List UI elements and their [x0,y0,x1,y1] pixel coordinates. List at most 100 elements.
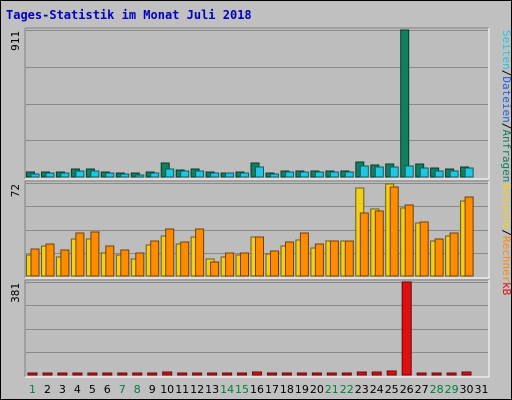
legend-label-seiten: Seiten [500,30,511,70]
bar-kb-day-4 [72,372,83,376]
x-tick-label-7: 7 [119,383,126,396]
bar-kb-day-11 [177,372,188,376]
bar-dateien-day-19 [299,171,309,178]
bar-rechner-day-5 [90,231,100,277]
legend-separator: / [500,123,511,130]
bar-kb-day-14 [222,372,233,376]
bar-dateien-day-22 [344,171,354,178]
bar-rechner-day-19 [299,232,309,277]
y-axis-max-label: 381 [9,283,22,303]
bar-rechner-day-30 [464,196,474,277]
bar-dateien-day-15 [240,172,249,178]
bar-rechner-day-6 [105,245,115,277]
x-tick-label-18: 18 [280,383,294,396]
plot-area [25,280,489,377]
bar-kb-day-2 [42,372,53,376]
bar-kb-day-21 [326,372,337,376]
bar-dateien-day-28 [434,170,444,178]
bar-dateien-day-9 [150,172,160,178]
x-tick-label-20: 20 [310,383,324,396]
bar-kb-day-23 [356,371,367,376]
bar-dateien-day-21 [329,171,339,178]
bar-rechner-day-17 [270,250,279,277]
bar-kb-day-12 [192,372,203,376]
x-tick-label-5: 5 [89,383,96,396]
bar-kb-day-3 [57,372,68,376]
bar-rechner-day-28 [434,238,444,277]
bar-kb-day-18 [281,372,292,376]
bar-dateien-day-4 [75,170,85,178]
bar-dateien-day-24 [374,166,384,178]
bar-rechner-day-20 [314,243,324,277]
bar-rechner-day-16 [255,236,264,277]
bar-kb-day-28 [431,372,442,376]
bar-rechner-day-9 [150,240,160,277]
bar-dateien-day-18 [285,171,294,178]
bar-kb-day-8 [132,372,143,376]
x-tick-label-14: 14 [220,383,234,396]
bar-kb-day-19 [296,372,307,376]
bar-dateien-day-5 [90,170,100,178]
bar-kb-day-17 [267,372,277,376]
legend-label-kb: kB [500,282,511,296]
legend-separator: / [500,70,511,77]
x-tick-label-29: 29 [445,383,459,396]
bar-rechner-day-7 [120,249,130,277]
x-tick-label-3: 3 [59,383,66,396]
bar-dateien-day-30 [464,167,474,178]
bar-kb-day-6 [102,372,113,376]
bar-rechner-day-12 [195,228,205,277]
x-tick-label-4: 4 [74,383,81,396]
bar-rechner-day-23 [359,212,369,277]
x-tick-label-28: 28 [430,383,444,396]
x-axis-ticks: 1 2 3 4 5 6 7 8 9 10 11 12 13 14 15 16 17 18 19 20 21 22 23 24 2… [29,383,489,396]
x-tick-label-21: 21 [325,383,339,396]
panel-bottom: 381 kB [9,279,511,378]
bar-rechner-day-21 [329,240,339,277]
x-tick-label-22: 22 [340,383,354,396]
bar-dateien-day-10 [165,168,175,178]
bar-dateien-day-6 [105,172,115,178]
bar-dateien-day-20 [314,171,324,178]
bar-dateien-day-11 [180,170,190,178]
bar-dateien-day-23 [359,165,369,178]
x-tick-label-19: 19 [295,383,309,396]
bar-dateien-day-17 [270,173,279,178]
bar-dateien-day-27 [419,167,429,178]
bar-dateien-day-26 [404,165,414,178]
bar-kb-day-13 [207,372,218,376]
x-tick-label-12: 12 [190,383,204,396]
bar-dateien-day-12 [195,170,205,178]
bar-kb-day-15 [237,372,247,376]
bar-rechner-day-10 [165,228,175,277]
x-tick-label-23: 23 [355,383,369,396]
plot-area [25,28,489,179]
x-tick-label-25: 25 [385,383,399,396]
x-tick-label-9: 9 [149,383,156,396]
bar-rechner-day-2 [45,243,55,277]
bar-anfragen-day-26 [400,29,410,178]
legend-label-anfragen: Anfragen [500,129,511,182]
bar-rechner-day-22 [344,240,354,277]
bar-dateien-day-3 [60,172,70,178]
bar-rechner-day-18 [285,241,294,277]
bar-dateien-day-14 [225,172,235,178]
x-tick-label-8: 8 [134,383,141,396]
bar-rechner-day-27 [419,221,429,277]
bar-dateien-day-13 [210,172,220,178]
x-tick-label-31: 31 [475,383,489,396]
bar-rechner-day-24 [374,210,384,277]
x-tick-label-24: 24 [370,383,384,396]
bar-kb-day-9 [147,372,158,376]
bar-rechner-day-11 [180,241,190,277]
legend-separator: / [500,229,511,236]
bar-dateien-day-25 [389,166,399,178]
bar-kb-day-27 [416,372,427,376]
bar-rechner-day-15 [240,252,249,277]
y-axis-max-label: 911 [9,31,22,51]
bar-rechner-day-26 [404,204,414,277]
x-tick-label-2: 2 [44,383,51,396]
bar-dateien-day-8 [135,174,145,178]
legend-label-besuche: Besuche [500,183,511,229]
